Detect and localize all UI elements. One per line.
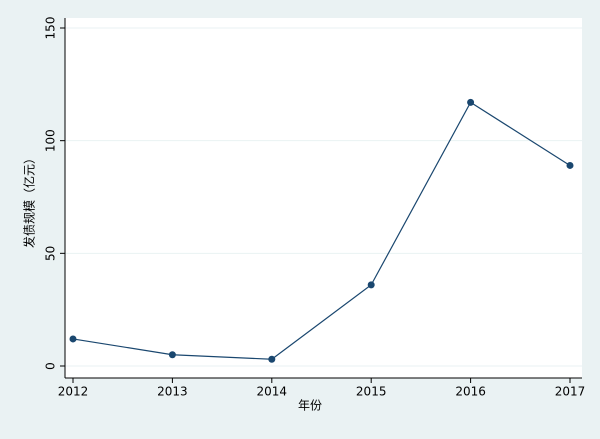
plot-area — [65, 18, 582, 378]
data-point — [367, 281, 375, 289]
data-point — [168, 351, 176, 359]
x-tick-label: 2014 — [257, 385, 288, 399]
x-tick-label: 2015 — [356, 385, 387, 399]
y-tick-label: 100 — [44, 129, 58, 152]
x-tick-label: 2013 — [157, 385, 188, 399]
x-axis-label: 年份 — [298, 399, 322, 413]
y-tick-label: 0 — [44, 362, 58, 370]
data-point — [69, 335, 77, 343]
data-point — [566, 161, 574, 169]
x-tick-label: 2012 — [58, 385, 89, 399]
x-tick-label: 2016 — [455, 385, 486, 399]
x-tick-label: 2017 — [555, 385, 586, 399]
data-point — [467, 98, 475, 106]
y-axis-label: 发债规模（亿元） — [22, 152, 37, 248]
data-point — [268, 355, 276, 363]
data-line — [72, 101, 571, 360]
y-tick-label: 50 — [44, 246, 58, 261]
y-tick-label: 150 — [44, 17, 58, 40]
